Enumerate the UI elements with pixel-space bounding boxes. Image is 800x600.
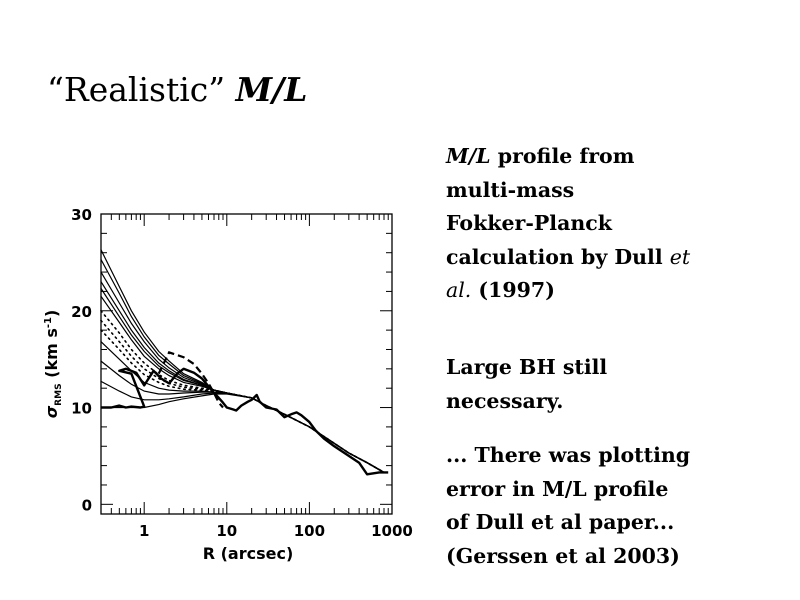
y-tick-label: 0 — [82, 496, 92, 514]
text-line: Fokker-Planck — [446, 211, 612, 236]
model-curve-1 — [100, 258, 385, 473]
paragraph-bh: Large BH still necessary. — [446, 351, 607, 418]
paragraph-erratum: ... There was plotting error in M/L prof… — [446, 439, 690, 573]
text-line: profile from — [490, 144, 635, 168]
text-line: multi-mass — [446, 177, 575, 202]
paragraph-dull-model: M/L profile from multi-mass Fokker-Planc… — [446, 140, 690, 308]
x-tick-label: 10 — [216, 522, 237, 540]
dashed-dispersion-line — [157, 351, 224, 409]
ml-math: M/L — [446, 144, 491, 168]
title-text: “Realistic” — [47, 70, 226, 109]
model-curve-2 — [100, 271, 385, 473]
x-tick-label: 100 — [294, 522, 325, 540]
x-tick-label: 1000 — [371, 522, 413, 540]
text-line: necessary. — [446, 388, 564, 413]
text-line: (Gerssen et al 2003) — [446, 543, 680, 568]
text-line: of Dull et al paper... — [446, 510, 675, 535]
title-math: M/L — [235, 70, 308, 109]
text-italic: et — [669, 244, 691, 269]
y-tick-label: 20 — [71, 303, 92, 321]
y-axis-label: σRMS (km s-1) — [42, 310, 64, 419]
observed-dispersion-line — [101, 367, 389, 476]
model-curve-10 — [100, 360, 385, 473]
x-axis-label: R (arcsec) — [203, 544, 294, 563]
plot-frame — [100, 213, 393, 515]
model-curve-11 — [100, 380, 385, 473]
x-tick-label: 1 — [139, 522, 149, 540]
slide-title: “Realistic” M/L — [47, 70, 307, 109]
model-curve-4 — [100, 287, 385, 473]
y-tick-label: 30 — [71, 206, 92, 224]
model-curve-3 — [100, 281, 385, 473]
text-line: (1997) — [471, 278, 555, 303]
text-line: error in M/L profile — [446, 476, 669, 501]
text-line: Large BH still — [446, 355, 608, 379]
text-line: ... There was plotting — [446, 443, 691, 467]
y-tick-label: 10 — [71, 400, 92, 418]
text-italic: al. — [446, 278, 472, 303]
text-line: calculation by Dull — [446, 244, 670, 269]
